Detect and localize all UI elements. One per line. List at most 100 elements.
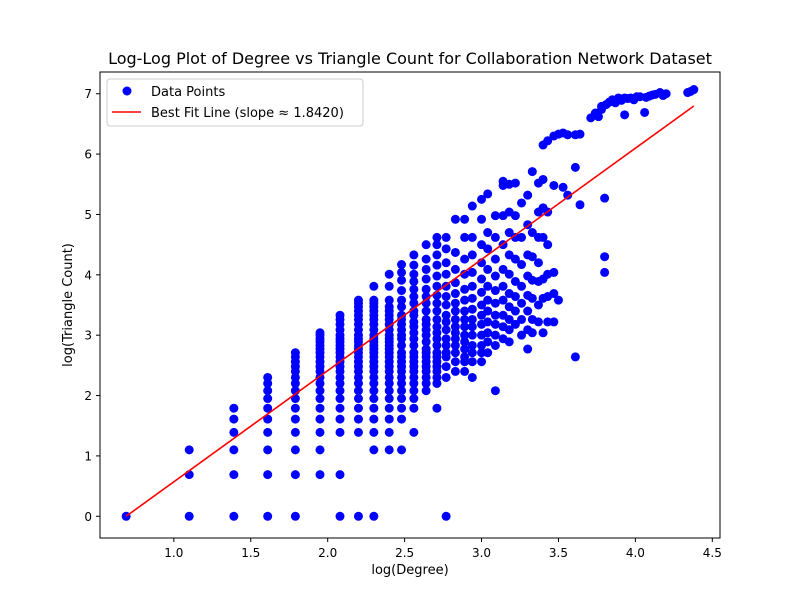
data-point-279	[450, 298, 460, 308]
data-point-218	[421, 337, 431, 347]
data-point-262	[441, 310, 451, 320]
data-point-160	[397, 414, 407, 424]
data-point-312	[467, 232, 477, 242]
data-point-14	[263, 414, 273, 424]
data-point-322	[477, 274, 487, 284]
data-point-428	[563, 190, 573, 200]
data-point-231	[432, 403, 442, 413]
data-point-239	[432, 340, 442, 350]
best-fit-line	[125, 105, 695, 517]
data-point-184	[409, 427, 419, 437]
data-point-177	[397, 310, 407, 320]
data-point-343	[490, 298, 500, 308]
data-point-397	[527, 228, 537, 238]
data-point-371	[510, 292, 520, 302]
data-point-36	[315, 445, 325, 455]
data-point-272	[450, 348, 460, 358]
data-point-179	[397, 295, 407, 305]
data-point-375	[510, 211, 520, 221]
data-point-228	[421, 264, 431, 274]
data-point-9	[229, 403, 239, 413]
data-point-267	[441, 258, 451, 268]
x-tick-label: 4.5	[703, 546, 722, 560]
data-point-372	[510, 276, 520, 286]
data-point-207	[409, 260, 419, 270]
data-point-422	[549, 180, 559, 190]
data-point-429	[563, 130, 573, 140]
data-point-424	[553, 295, 563, 305]
data-point-242	[432, 322, 442, 332]
y-tick-label: 1	[84, 449, 92, 463]
data-point-12	[263, 445, 273, 455]
data-point-293	[460, 306, 470, 316]
data-point-250	[432, 250, 442, 260]
data-point-35	[315, 470, 325, 480]
x-tick-label: 4.0	[626, 546, 645, 560]
data-point-55	[335, 511, 345, 521]
y-tick-label: 0	[84, 510, 92, 524]
data-point-305	[467, 322, 477, 332]
data-point-171	[397, 340, 407, 350]
data-point-331	[483, 306, 493, 316]
data-point-270	[450, 366, 460, 376]
data-point-295	[460, 284, 470, 294]
data-point-206	[409, 269, 419, 279]
data-point-411	[538, 174, 548, 184]
data-point-83	[353, 386, 363, 396]
data-point-333	[483, 281, 493, 291]
data-point-182	[397, 267, 407, 277]
data-point-266	[441, 269, 451, 279]
data-point-21	[290, 470, 300, 480]
data-point-19	[263, 372, 273, 382]
plot-frame	[99, 71, 721, 539]
x-tick-label: 1.5	[241, 546, 260, 560]
data-point-15	[263, 403, 273, 413]
data-point-222	[421, 314, 431, 324]
data-point-24	[290, 414, 300, 424]
data-point-278	[450, 306, 460, 316]
legend-box	[106, 78, 364, 127]
data-point-441	[600, 267, 610, 277]
data-point-6	[229, 445, 239, 455]
data-point-374	[510, 232, 520, 242]
data-point-13	[263, 427, 273, 437]
data-point-409	[538, 232, 548, 242]
y-axis-label: log(Triangle Count)	[61, 243, 76, 367]
data-point-433	[575, 200, 585, 210]
data-point-134	[384, 414, 394, 424]
data-point-406	[538, 328, 548, 338]
data-point-186	[409, 394, 419, 404]
data-point-311	[467, 250, 477, 260]
data-point-434	[575, 129, 585, 139]
data-point-38	[315, 414, 325, 424]
data-point-204	[409, 284, 419, 294]
data-point-313	[467, 201, 477, 211]
data-point-170	[397, 348, 407, 358]
data-point-82	[353, 394, 363, 404]
chart-title: Log-Log Plot of Degree vs Triangle Count…	[108, 49, 712, 68]
data-point-187	[409, 386, 419, 396]
data-point-194	[409, 348, 419, 358]
data-point-416	[543, 240, 553, 250]
data-point-80	[353, 414, 363, 424]
data-point-366	[504, 228, 514, 238]
data-point-327	[483, 348, 493, 358]
data-point-10	[263, 511, 273, 521]
data-point-261	[441, 317, 451, 327]
y-tick-label: 5	[84, 208, 92, 222]
data-point-291	[460, 322, 470, 332]
data-point-341	[490, 319, 500, 329]
data-point-330	[483, 317, 493, 327]
data-point-384	[523, 344, 533, 354]
data-point-359	[504, 337, 514, 347]
data-point-181	[397, 275, 407, 285]
data-point-369	[510, 319, 520, 329]
x-tick-label: 3.0	[472, 546, 491, 560]
data-point-392	[527, 328, 537, 338]
data-point-209	[421, 386, 431, 396]
data-point-304	[467, 330, 477, 340]
data-point-155	[384, 302, 394, 312]
data-point-162	[397, 394, 407, 404]
data-point-419	[549, 317, 559, 327]
data-point-310	[467, 267, 477, 277]
